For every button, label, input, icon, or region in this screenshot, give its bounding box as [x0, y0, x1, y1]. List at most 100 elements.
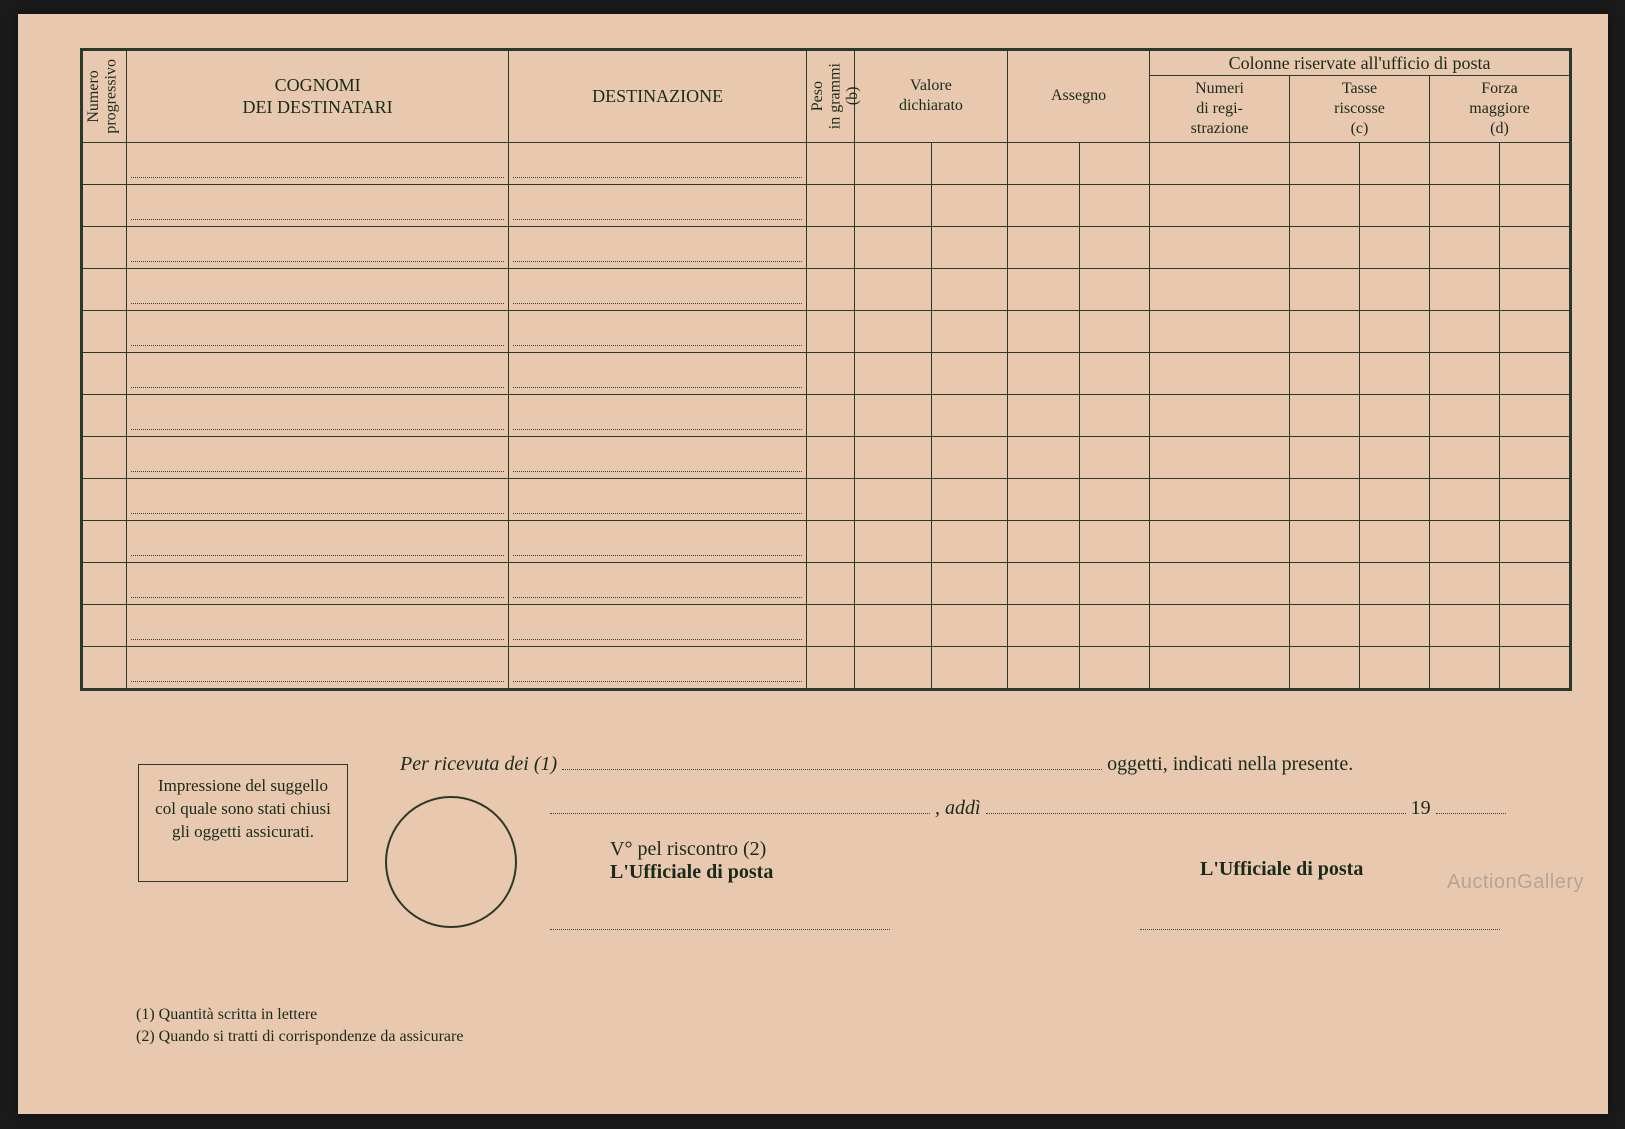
table-row: [83, 142, 1570, 184]
hdr-tasse-text: Tasseriscosse(c): [1334, 80, 1385, 137]
col-group-ufficio: Colonne riservate all'ufficio di posta: [1150, 51, 1570, 76]
table-cell: [1007, 562, 1149, 604]
table-cell: [126, 310, 509, 352]
table-cell: [1007, 394, 1149, 436]
table-cell: [126, 604, 509, 646]
col-peso: Pesoin grammi(b): [806, 51, 854, 143]
ufficiale-right-text: L'Ufficiale di posta: [1200, 858, 1363, 880]
hdr-peso-text: Pesoin grammi(b): [807, 55, 864, 137]
table-cell: [1429, 310, 1569, 352]
table-cell: [1290, 562, 1430, 604]
table-body: [83, 142, 1570, 688]
ufficiale-right: L'Ufficiale di posta: [1200, 858, 1363, 881]
table-cell: [806, 310, 854, 352]
table-cell: [83, 310, 127, 352]
table-cell: [509, 142, 806, 184]
line2-blank1: [550, 796, 930, 814]
footnotes: (1) Quantità scritta in lettere (2) Quan…: [136, 1004, 463, 1049]
table-cell: [854, 226, 1007, 268]
table-cell: [1150, 478, 1290, 520]
table-cell: [509, 394, 806, 436]
riscontro-line1: V° pel riscontro (2): [610, 838, 766, 860]
table-cell: [126, 184, 509, 226]
hdr-valore-text: Valoredichiarato: [899, 77, 963, 114]
table-cell: [1150, 394, 1290, 436]
table-cell: [126, 226, 509, 268]
table-cell: [806, 394, 854, 436]
footnote-1: (1) Quantità scritta in lettere: [136, 1004, 463, 1026]
table-cell: [1290, 478, 1430, 520]
table-cell: [806, 436, 854, 478]
table-cell: [1150, 268, 1290, 310]
table-cell: [854, 352, 1007, 394]
table-row: [83, 268, 1570, 310]
table-cell: [806, 646, 854, 688]
table-cell: [1290, 268, 1430, 310]
table-cell: [1150, 646, 1290, 688]
table-cell: [1290, 226, 1430, 268]
table-cell: [1150, 184, 1290, 226]
hdr-numeri-text: Numeridi regi-strazione: [1191, 80, 1249, 137]
table-cell: [806, 184, 854, 226]
col-tasse: Tasseriscosse(c): [1290, 76, 1430, 142]
table-cell: [806, 562, 854, 604]
table-cell: [509, 310, 806, 352]
table-cell: [854, 142, 1007, 184]
seal-impression-box: Impressione del suggello col quale sono …: [138, 764, 348, 882]
seal-box-text: Impressione del suggello col quale sono …: [155, 776, 331, 841]
table-cell: [1429, 520, 1569, 562]
table-cell: [1150, 310, 1290, 352]
table-cell: [1007, 478, 1149, 520]
table-cell: [1290, 394, 1430, 436]
paper-sheet: Numeroprogressivo COGNOMIDEI DESTINATARI…: [18, 14, 1608, 1114]
table-row: [83, 520, 1570, 562]
table-cell: [1290, 604, 1430, 646]
table-cell: [1150, 226, 1290, 268]
table-cell: [1290, 646, 1430, 688]
table-cell: [1007, 436, 1149, 478]
hdr-numero-text: Numeroprogressivo: [83, 51, 122, 142]
table-cell: [126, 268, 509, 310]
table-cell: [854, 646, 1007, 688]
hdr-assegno-text: Assegno: [1051, 87, 1106, 104]
table-cell: [1429, 352, 1569, 394]
table-cell: [83, 352, 127, 394]
table-cell: [1150, 604, 1290, 646]
table-cell: [1007, 352, 1149, 394]
table-cell: [806, 520, 854, 562]
table-cell: [509, 562, 806, 604]
riscontro-line2: L'Ufficiale di posta: [610, 861, 773, 883]
table-cell: [1007, 646, 1149, 688]
table-cell: [83, 226, 127, 268]
table-cell: [1429, 394, 1569, 436]
table-cell: [126, 478, 509, 520]
table-cell: [1290, 142, 1430, 184]
table-cell: [83, 184, 127, 226]
table-cell: [1150, 352, 1290, 394]
table-cell: [806, 142, 854, 184]
line2-blank3: [1436, 796, 1506, 814]
table-cell: [83, 142, 127, 184]
col-numeri-regi: Numeridi regi-strazione: [1150, 76, 1290, 142]
table-cell: [509, 268, 806, 310]
table-row: [83, 562, 1570, 604]
table-cell: [1150, 436, 1290, 478]
table-cell: [806, 478, 854, 520]
table-row: [83, 310, 1570, 352]
hdr-group-text: Colonne riservate all'ufficio di posta: [1229, 53, 1491, 73]
table-cell: [854, 268, 1007, 310]
table-cell: [1429, 226, 1569, 268]
table-frame: Numeroprogressivo COGNOMIDEI DESTINATARI…: [80, 48, 1572, 691]
table-cell: [126, 646, 509, 688]
table-row: [83, 184, 1570, 226]
table-cell: [1429, 142, 1569, 184]
table-cell: [1290, 184, 1430, 226]
table-row: [83, 352, 1570, 394]
table-cell: [1429, 604, 1569, 646]
line1-blank: [562, 752, 1102, 770]
table-cell: [126, 142, 509, 184]
table-cell: [126, 436, 509, 478]
line1-suffix: oggetti, indicati nella presente.: [1107, 753, 1353, 775]
table-cell: [83, 268, 127, 310]
line2-year: 19: [1411, 797, 1431, 819]
